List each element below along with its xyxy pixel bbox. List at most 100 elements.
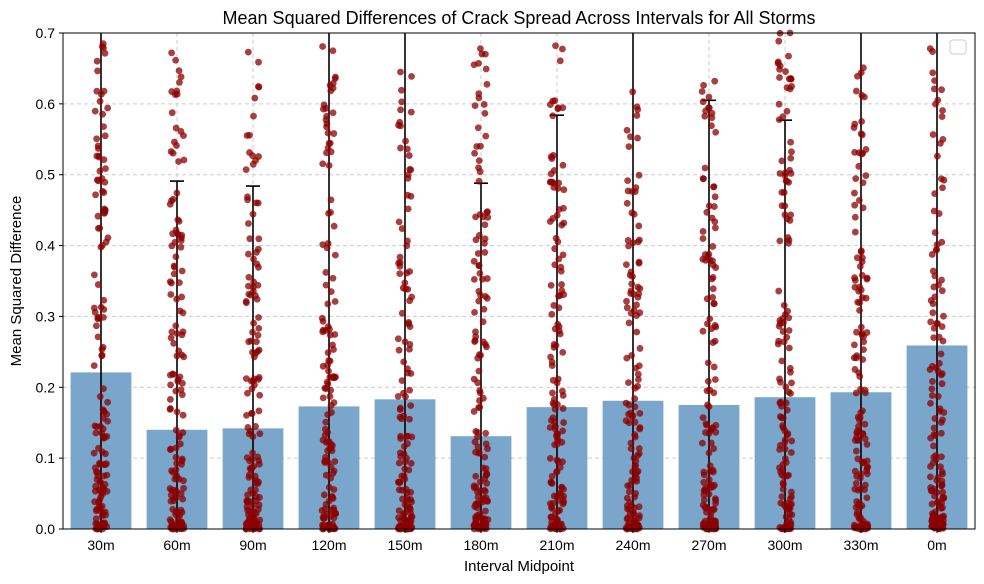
scatter-point — [175, 67, 183, 75]
scatter-point — [928, 518, 936, 525]
scatter-point — [477, 487, 484, 495]
scatter-point — [855, 162, 863, 170]
scatter-point — [399, 284, 407, 292]
scatter-point — [931, 229, 939, 236]
scatter-point — [332, 373, 339, 381]
scatter-point — [850, 341, 858, 349]
scatter-point — [775, 100, 783, 108]
scatter-point — [252, 423, 259, 430]
scatter-point — [711, 337, 719, 345]
scatter-point — [857, 385, 864, 393]
scatter-point — [327, 196, 335, 204]
scatter-point — [249, 160, 257, 168]
scatter-point — [470, 275, 478, 283]
scatter-point — [166, 405, 174, 413]
x-tick-label: 180m — [463, 537, 498, 553]
scatter-point — [554, 507, 562, 515]
scatter-point — [700, 81, 707, 89]
scatter-point — [552, 42, 559, 50]
scatter-point — [859, 459, 867, 467]
scatter-point — [168, 524, 176, 532]
scatter-point — [857, 485, 864, 493]
scatter-point — [705, 93, 713, 101]
scatter-point — [856, 306, 863, 314]
scatter-point — [322, 471, 330, 479]
scatter-point — [167, 491, 175, 499]
scatter-point — [247, 427, 254, 435]
scatter-points — [90, 29, 948, 533]
x-tick-label: 330m — [843, 537, 878, 553]
scatter-point — [479, 213, 487, 221]
scatter-point — [400, 412, 408, 420]
scatter-point — [247, 486, 255, 494]
scatter-point — [931, 190, 939, 198]
scatter-point — [625, 319, 633, 327]
scatter-point — [480, 305, 488, 313]
scatter-point — [99, 187, 106, 195]
scatter-point — [787, 449, 795, 456]
scatter-point — [548, 417, 555, 424]
scatter-point — [709, 424, 717, 432]
scatter-point — [324, 129, 332, 137]
scatter-point — [397, 68, 404, 76]
scatter-point — [702, 107, 710, 115]
scatter-point — [400, 389, 407, 397]
scatter-point — [634, 238, 642, 246]
scatter-point — [635, 445, 643, 452]
scatter-point — [323, 378, 331, 386]
scatter-point — [470, 375, 478, 383]
scatter-point — [710, 203, 718, 210]
scatter-point — [851, 189, 858, 197]
scatter-point — [779, 113, 787, 121]
scatter-point — [855, 196, 863, 204]
scatter-point — [470, 408, 478, 415]
scatter-point — [786, 520, 794, 528]
scatter-point — [710, 389, 718, 397]
scatter-point — [557, 491, 564, 498]
axes: 0.0 0.1 0.2 0.3 0.4 0.5 0.6 0.7 30m 60m 90m 120m 150… — [36, 25, 976, 553]
scatter-point — [706, 462, 714, 470]
y-tick-label: 0.0 — [36, 521, 56, 537]
scatter-point — [100, 123, 107, 131]
scatter-point — [98, 352, 106, 360]
scatter-point — [256, 391, 264, 399]
scatter-point — [551, 261, 559, 269]
scatter-point — [860, 338, 868, 346]
scatter-point — [482, 429, 490, 437]
scatter-point — [471, 338, 479, 346]
scatter-point — [403, 145, 411, 153]
scatter-point — [93, 135, 101, 143]
scatter-point — [927, 399, 934, 407]
scatter-point — [167, 334, 175, 342]
scatter-point — [475, 404, 483, 412]
scatter-point — [777, 499, 785, 507]
scatter-point — [245, 338, 253, 346]
scatter-point — [92, 507, 100, 515]
x-tick-label: 90m — [239, 537, 266, 553]
scatter-point — [255, 314, 262, 321]
scatter-point — [179, 429, 187, 436]
scatter-point — [331, 458, 339, 465]
scatter-point — [98, 43, 106, 50]
scatter-point — [243, 503, 251, 511]
scatter-point — [552, 515, 560, 523]
scatter-point — [472, 500, 480, 508]
scatter-point — [635, 362, 643, 370]
scatter-point — [778, 493, 786, 501]
scatter-point — [553, 468, 560, 476]
scatter-point — [472, 328, 479, 336]
scatter-point — [938, 323, 946, 331]
scatter-point — [395, 514, 403, 522]
scatter-point — [701, 164, 709, 172]
scatter-point — [407, 108, 415, 116]
scatter-point — [319, 326, 327, 334]
scatter-point — [929, 131, 937, 138]
scatter-point — [928, 385, 936, 393]
scatter-point — [636, 345, 644, 352]
scatter-point — [471, 308, 478, 316]
scatter-point — [330, 399, 338, 406]
scatter-point — [93, 468, 100, 476]
bars — [70, 345, 968, 529]
scatter-point — [549, 112, 557, 120]
scatter-point — [405, 506, 413, 513]
